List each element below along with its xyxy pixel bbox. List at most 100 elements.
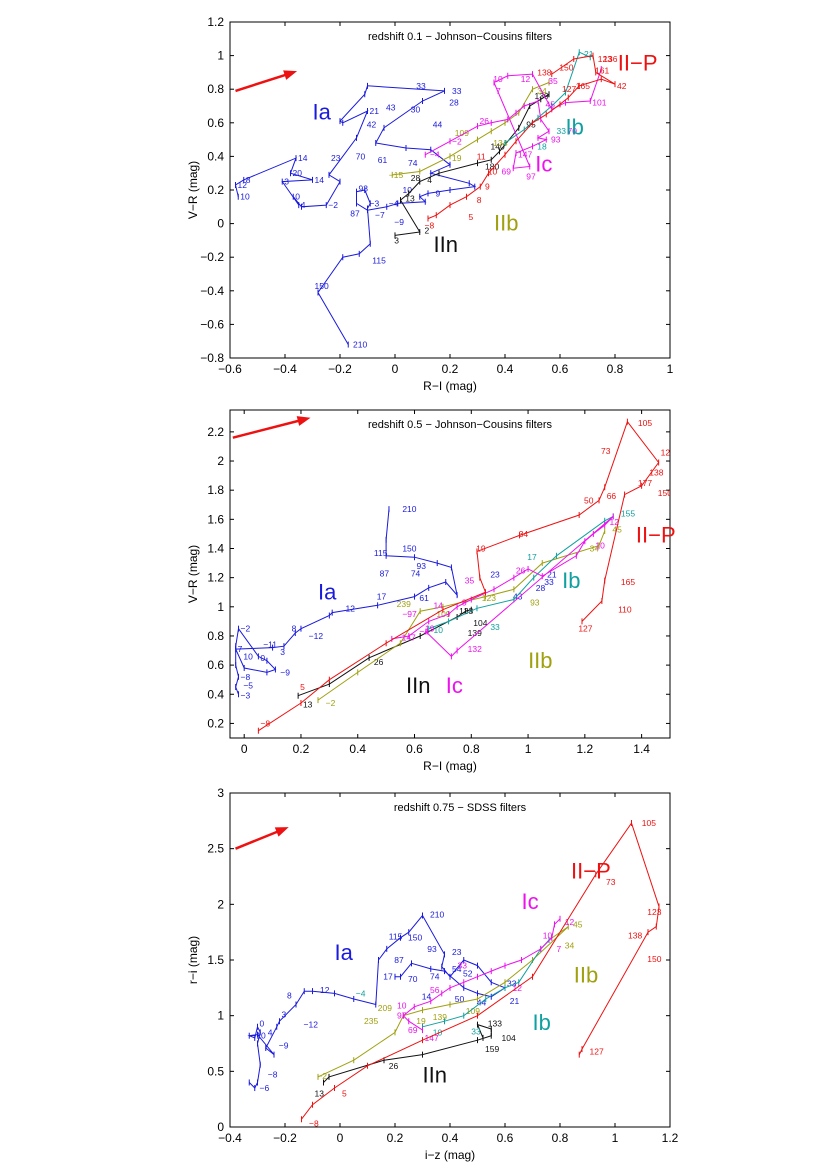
epoch-label: −9 <box>280 667 290 677</box>
epoch-label: −2 <box>452 136 462 146</box>
epoch-label: 43 <box>513 592 523 602</box>
y-tick-label: 2 <box>217 897 224 911</box>
epoch-label: 19 <box>425 624 435 634</box>
epoch-label: −8 <box>309 1119 319 1129</box>
y-tick-label: 1.2 <box>207 571 224 585</box>
epoch-label: 101 <box>592 98 606 108</box>
y-axis-title: V−R (mag) <box>186 545 200 603</box>
epoch-label: 139 <box>433 1012 447 1022</box>
epoch-label: 8 <box>287 991 292 1001</box>
epoch-label: 159 <box>485 1044 499 1054</box>
epoch-label: 10 <box>243 651 253 661</box>
epoch-label: 61 <box>378 155 388 165</box>
epoch-label: 13 <box>303 699 313 709</box>
epoch-label: 87 <box>380 568 390 578</box>
epoch-label: 26 <box>374 657 384 667</box>
epoch-label: −2 <box>326 698 336 708</box>
sn-type-label: II−P <box>636 523 676 548</box>
x-axis-title: R−I (mag) <box>423 379 477 393</box>
epoch-label: 2 <box>425 225 430 235</box>
epoch-label: 9 <box>485 182 490 192</box>
epoch-label: 28 <box>411 173 421 183</box>
epoch-label: −4 <box>419 627 429 637</box>
epoch-label: 33 <box>452 86 462 96</box>
epoch-label: −12 <box>304 1020 319 1030</box>
epoch-label: 177 <box>638 478 652 488</box>
epoch-label: 19 <box>476 543 486 553</box>
x-tick-label: 0 <box>241 742 248 756</box>
epoch-label: 26 <box>516 565 526 575</box>
x-tick-label: 1 <box>612 1131 619 1145</box>
epoch-label: 210 <box>353 340 367 350</box>
epoch-label: 105 <box>642 818 656 828</box>
epoch-label: 69 <box>502 167 512 177</box>
epoch-label: −15 <box>389 170 404 180</box>
epoch-label: 61 <box>419 593 429 603</box>
epoch-label: 161 <box>595 66 609 76</box>
x-tick-label: −0.6 <box>218 362 242 376</box>
series-line <box>317 530 606 701</box>
epoch-label: −8 <box>268 1070 278 1080</box>
epoch-label: 105 <box>638 418 652 428</box>
epoch-label: −10 <box>251 1031 266 1041</box>
epoch-label: 127 <box>578 624 592 634</box>
epoch-label: 109 <box>455 128 469 138</box>
epoch-label: 123 <box>661 447 675 457</box>
epoch-label: 4 <box>427 175 432 185</box>
x-tick-label: 1.4 <box>633 742 650 756</box>
epoch-label: 70 <box>568 126 578 136</box>
epoch-label: 140 <box>491 141 505 151</box>
epoch-label: 34 <box>590 543 600 553</box>
epoch-label: 74 <box>411 568 421 578</box>
epoch-label: 93 <box>530 597 540 607</box>
epoch-label: 19 <box>416 1016 426 1026</box>
x-tick-label: −0.2 <box>328 362 352 376</box>
epoch-label: 133 <box>459 606 473 616</box>
epoch-label: −2 <box>328 200 338 210</box>
x-tick-label: 0.8 <box>552 1131 569 1145</box>
epoch-label: −8 <box>241 672 251 682</box>
epoch-label: 23 <box>490 570 500 580</box>
epoch-label: −2 <box>241 624 251 634</box>
epoch-label: 18 <box>537 141 547 151</box>
epoch-label: 133 <box>488 1018 502 1028</box>
sn-type-label: Ic <box>522 889 539 914</box>
y-tick-label: 3 <box>217 786 224 800</box>
y-tick-label: 1.6 <box>207 512 224 526</box>
epoch-label: −12 <box>309 631 324 641</box>
epoch-label: 97 <box>397 1011 407 1021</box>
epoch-label: 13 <box>405 193 415 203</box>
y-tick-label: 0.6 <box>207 116 224 130</box>
x-tick-label: 0.6 <box>497 1131 514 1145</box>
sn-type-label: Ia <box>318 580 337 605</box>
epoch-label: 43 <box>386 103 396 113</box>
epoch-label: 35 <box>548 76 558 86</box>
chart-title: redshift 0.1 − Johnson−Cousins filters <box>368 31 553 43</box>
y-tick-label: 0.2 <box>207 183 224 197</box>
sn-type-label: II−P <box>571 859 611 884</box>
epoch-label: 8 <box>462 597 467 607</box>
epoch-label: 0 <box>260 653 265 663</box>
epoch-label: −4 <box>389 198 399 208</box>
epoch-label: 123 <box>598 54 612 64</box>
epoch-label: 235 <box>364 1016 378 1026</box>
y-tick-label: 1 <box>217 600 224 614</box>
epoch-label: 5 <box>300 682 305 692</box>
epoch-label: 150 <box>315 281 329 291</box>
epoch-label: 33 <box>458 961 468 971</box>
epoch-label: 66 <box>607 491 617 501</box>
x-tick-label: −0.4 <box>218 1131 242 1145</box>
epoch-label: 10 <box>240 192 250 202</box>
epoch-label: 14 <box>315 175 325 185</box>
sn-type-label: II−P <box>618 51 658 76</box>
epoch-label: 8 <box>292 624 297 634</box>
epoch-label: 12 <box>565 917 575 927</box>
y-tick-label: 0 <box>217 1120 224 1134</box>
epoch-label: 17 <box>377 592 387 602</box>
y-tick-label: 1 <box>217 1009 224 1023</box>
